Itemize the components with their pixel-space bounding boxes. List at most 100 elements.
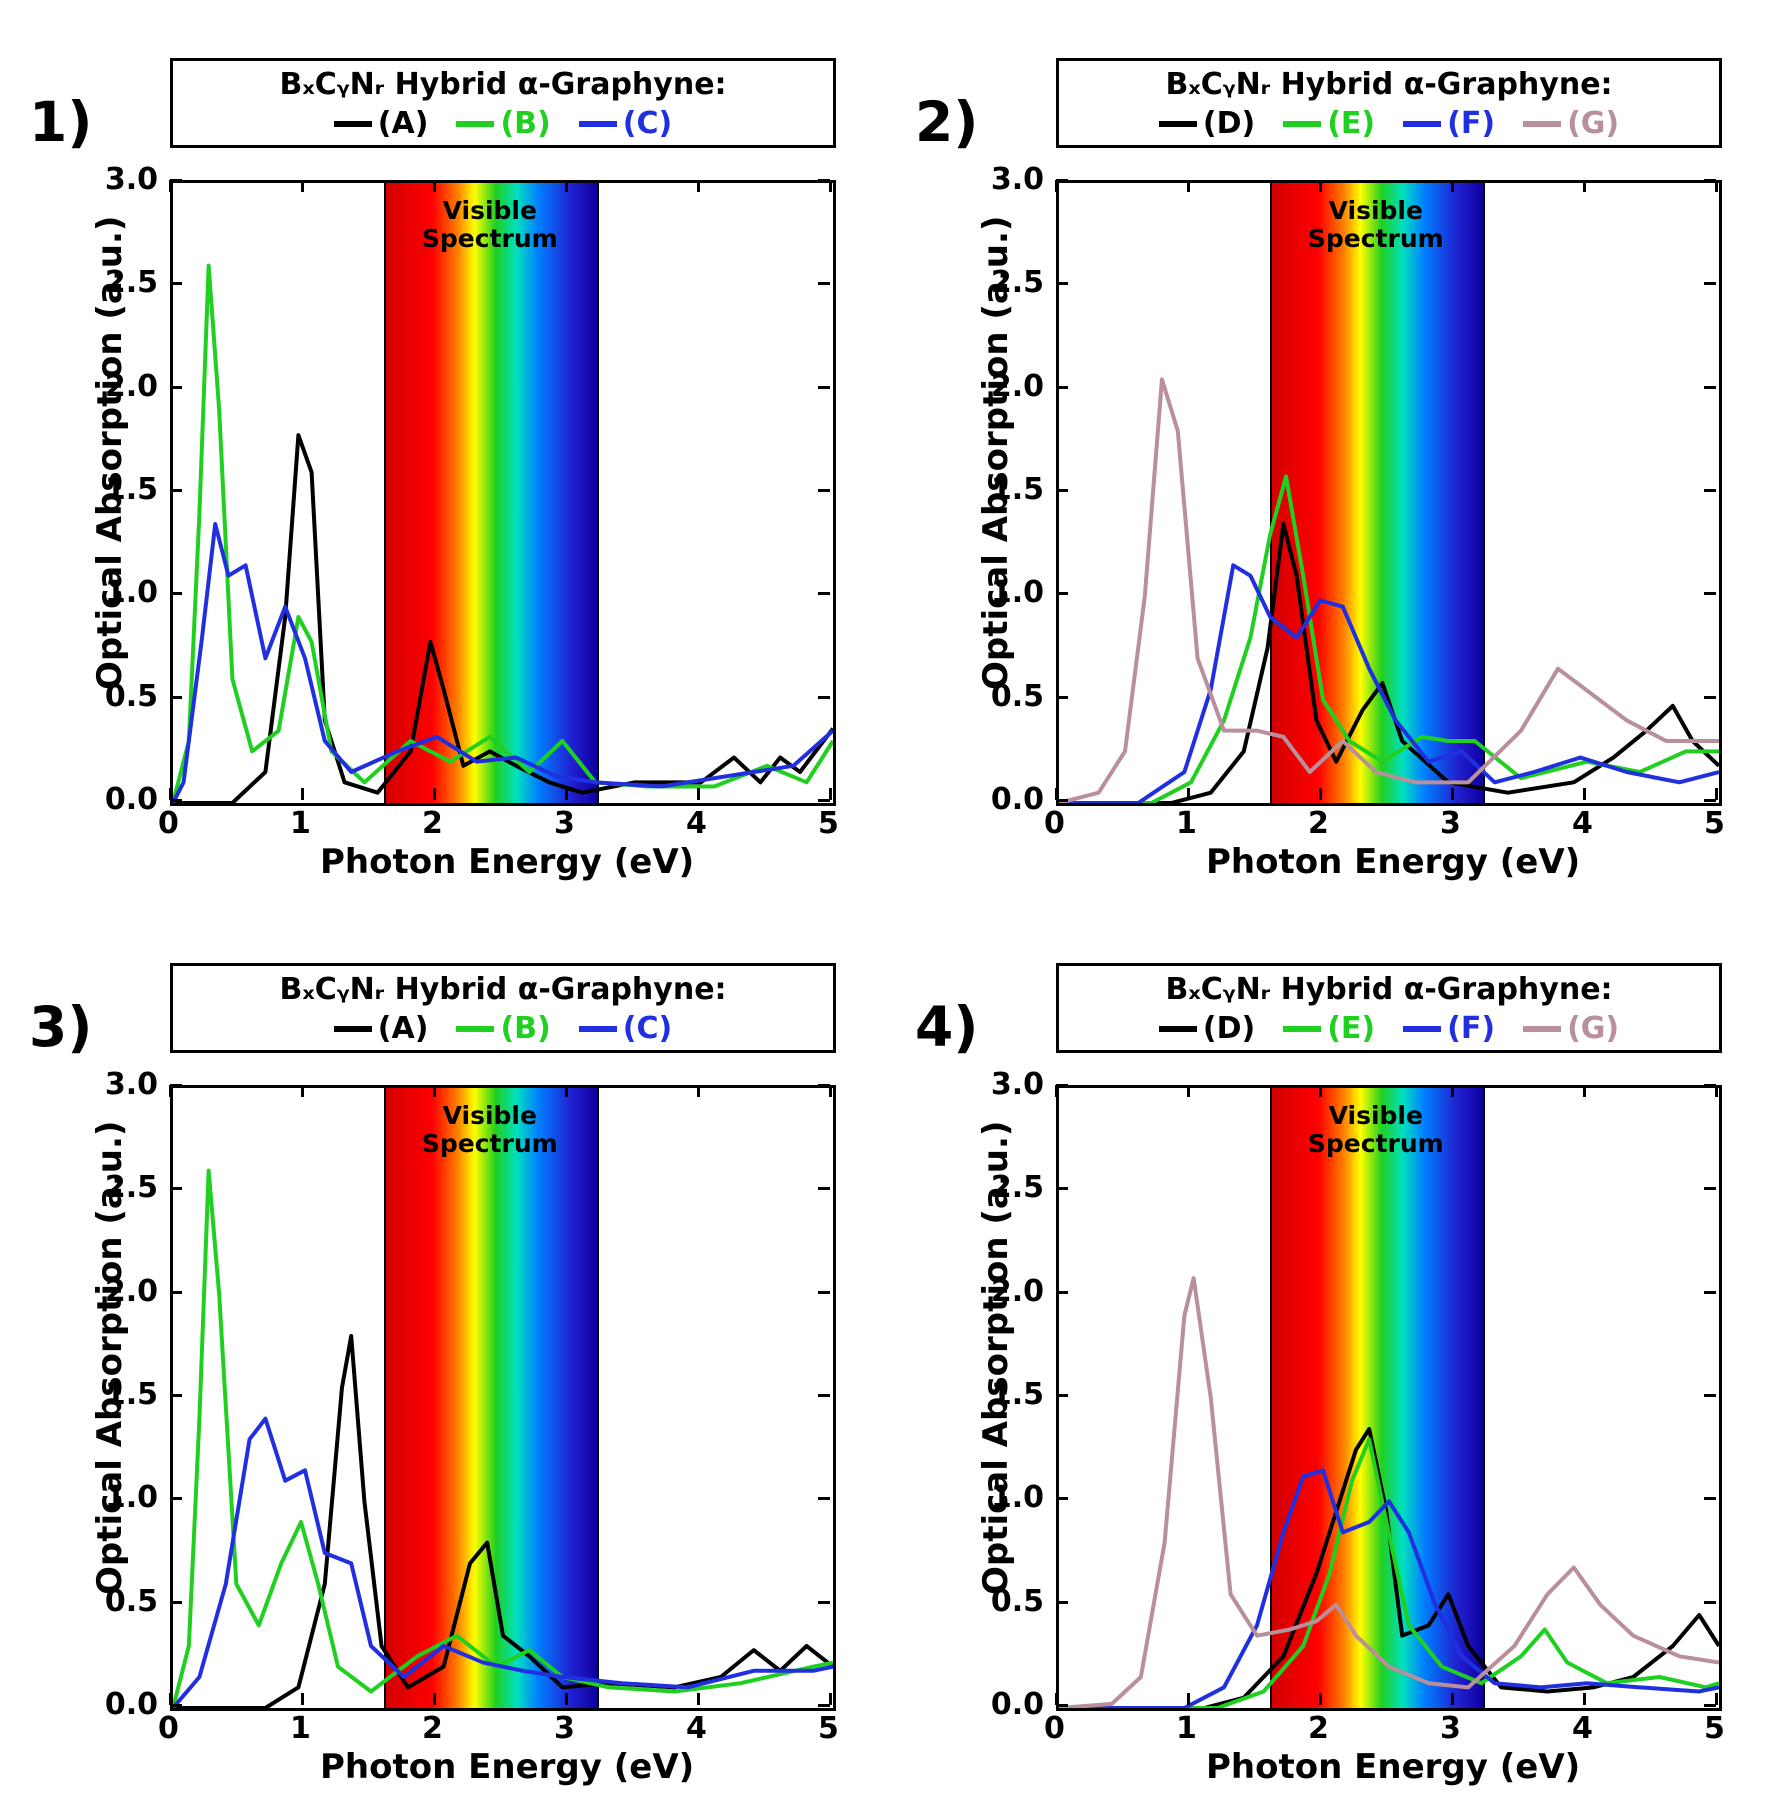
- xtick-label: 4: [686, 806, 707, 841]
- line-plot: [173, 183, 833, 803]
- legend-swatch: [1283, 121, 1321, 127]
- legend-swatch: [1403, 121, 1441, 127]
- panel: 3)BₓCᵧNᵣ Hybrid α-Graphyne:(A)(B)(C)Visi…: [0, 905, 886, 1810]
- legend-swatch: [1159, 1026, 1197, 1032]
- x-axis-label: Photon Energy (eV): [1206, 842, 1580, 882]
- legend-swatch: [579, 1026, 617, 1032]
- y-axis-label: Optical Absorption (a.u.): [90, 1195, 130, 1595]
- legend-item: (G): [1523, 106, 1619, 141]
- ytick-label: 3.0: [105, 162, 158, 197]
- ytick: [1056, 1291, 1068, 1294]
- legend-label: (B): [500, 106, 550, 141]
- ytick: [1704, 1291, 1716, 1294]
- ytick: [818, 696, 830, 699]
- line-plot: [1059, 183, 1719, 803]
- legend-swatch: [456, 1026, 494, 1032]
- ytick: [818, 1291, 830, 1294]
- xtick-label: 5: [818, 1711, 839, 1746]
- xtick: [1187, 1693, 1190, 1705]
- ytick: [170, 489, 182, 492]
- legend-item: (F): [1403, 106, 1495, 141]
- xtick-label: 4: [1572, 1711, 1593, 1746]
- xtick-label: 1: [290, 806, 311, 841]
- ytick-label: 0.0: [991, 782, 1044, 817]
- legend-label: (F): [1447, 1011, 1495, 1046]
- ytick: [1056, 179, 1068, 182]
- xtick: [1583, 180, 1586, 192]
- legend-item: (E): [1283, 106, 1375, 141]
- x-axis-label: Photon Energy (eV): [320, 1747, 694, 1787]
- ytick: [1704, 1497, 1716, 1500]
- plot-area: VisibleSpectrum: [1056, 180, 1722, 806]
- ytick: [1056, 489, 1068, 492]
- xtick: [1319, 788, 1322, 800]
- panel-number: 2): [915, 90, 978, 154]
- legend-label: (F): [1447, 106, 1495, 141]
- ytick: [818, 1704, 830, 1707]
- ytick: [1704, 179, 1716, 182]
- xtick-label: 1: [1176, 1711, 1197, 1746]
- xtick: [301, 1693, 304, 1705]
- xtick-label: 1: [290, 1711, 311, 1746]
- xtick-label: 2: [1308, 1711, 1329, 1746]
- ytick: [1056, 1394, 1068, 1397]
- x-axis-label: Photon Energy (eV): [1206, 1747, 1580, 1787]
- legend-item: (D): [1159, 1011, 1255, 1046]
- ytick: [170, 696, 182, 699]
- xtick: [433, 1693, 436, 1705]
- ytick: [818, 386, 830, 389]
- xtick: [1583, 788, 1586, 800]
- xtick-label: 4: [1572, 806, 1593, 841]
- ytick: [1704, 386, 1716, 389]
- y-axis-label: Optical Absorption (a.u.): [976, 1195, 1016, 1595]
- legend-title: BₓCᵧNᵣ Hybrid α-Graphyne:: [173, 972, 833, 1007]
- xtick-label: 3: [554, 806, 575, 841]
- legend-title: BₓCᵧNᵣ Hybrid α-Graphyne:: [173, 67, 833, 102]
- ytick-label: 0.0: [991, 1687, 1044, 1722]
- ytick: [1056, 1704, 1068, 1707]
- legend: BₓCᵧNᵣ Hybrid α-Graphyne:(D)(E)(F)(G): [1056, 963, 1722, 1053]
- panel: 4)BₓCᵧNᵣ Hybrid α-Graphyne:(D)(E)(F)(G)V…: [886, 905, 1772, 1810]
- xtick-label: 0: [1044, 806, 1065, 841]
- xtick: [433, 180, 436, 192]
- legend-label: (C): [623, 1011, 672, 1046]
- ytick: [1704, 489, 1716, 492]
- xtick-label: 0: [1044, 1711, 1065, 1746]
- ytick: [818, 489, 830, 492]
- legend-label: (A): [378, 106, 429, 141]
- legend-item: (G): [1523, 1011, 1619, 1046]
- xtick: [565, 1085, 568, 1097]
- legend-title: BₓCᵧNᵣ Hybrid α-Graphyne:: [1059, 972, 1719, 1007]
- xtick: [565, 180, 568, 192]
- legend-label: (G): [1567, 106, 1619, 141]
- ytick: [170, 1291, 182, 1294]
- ytick: [1704, 1187, 1716, 1190]
- xtick-label: 0: [158, 1711, 179, 1746]
- ytick: [1704, 696, 1716, 699]
- ytick: [818, 1394, 830, 1397]
- legend-label: (D): [1203, 106, 1255, 141]
- legend-swatch: [456, 121, 494, 127]
- legend-item: (C): [579, 106, 672, 141]
- legend-swatch: [1283, 1026, 1321, 1032]
- panel-number: 1): [29, 90, 92, 154]
- xtick: [1451, 180, 1454, 192]
- legend-swatch: [1403, 1026, 1441, 1032]
- ytick: [1704, 1394, 1716, 1397]
- xtick-label: 5: [1704, 806, 1725, 841]
- series-C: [173, 524, 833, 803]
- ytick: [818, 592, 830, 595]
- plot-area: VisibleSpectrum: [170, 180, 836, 806]
- ytick: [1056, 1601, 1068, 1604]
- xtick: [1583, 1693, 1586, 1705]
- ytick: [170, 179, 182, 182]
- legend-label: (G): [1567, 1011, 1619, 1046]
- xtick-label: 5: [818, 806, 839, 841]
- xtick: [1319, 1693, 1322, 1705]
- xtick-label: 1: [1176, 806, 1197, 841]
- y-axis-label: Optical Absorption (a.u.): [976, 290, 1016, 690]
- x-axis-label: Photon Energy (eV): [320, 842, 694, 882]
- ytick: [1056, 1187, 1068, 1190]
- xtick: [301, 180, 304, 192]
- ytick: [818, 1187, 830, 1190]
